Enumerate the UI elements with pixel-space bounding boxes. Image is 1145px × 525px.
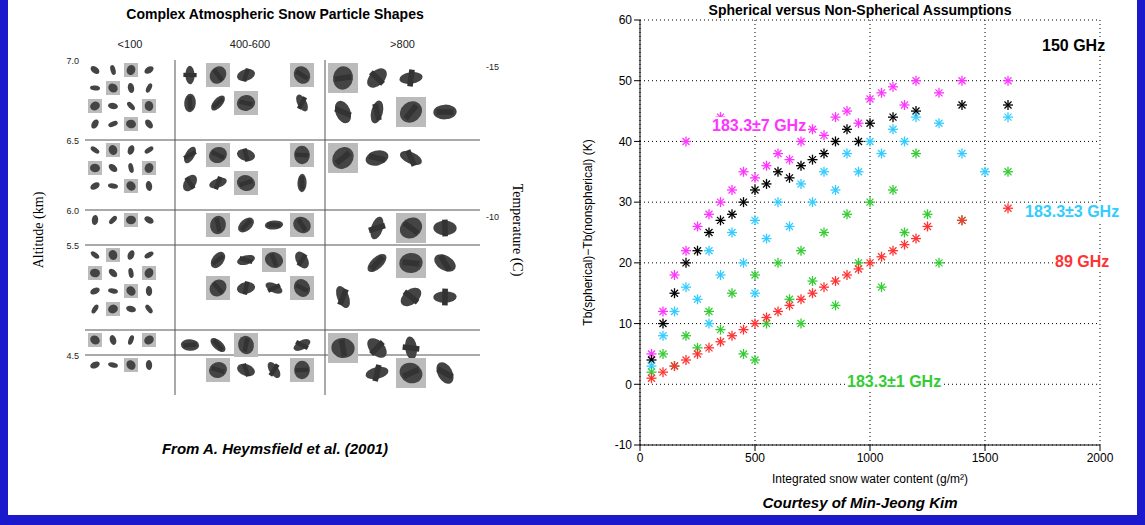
svg-text:-10: -10	[615, 438, 633, 452]
svg-text:500: 500	[745, 451, 765, 465]
svg-text:6.5: 6.5	[66, 136, 79, 146]
svg-text:<100: <100	[118, 38, 143, 50]
svg-text:-15: -15	[486, 62, 499, 72]
html-text:89 GHz: 89 GHz	[1055, 253, 1110, 270]
svg-text:7.0: 7.0	[66, 56, 79, 66]
svg-text:-10: -10	[486, 212, 499, 222]
svg-text:1000: 1000	[857, 451, 884, 465]
html-text:183.3±7 GHz: 183.3±7 GHz	[712, 117, 807, 134]
html-text:183.3±3 GHz: 183.3±3 GHz	[1025, 203, 1120, 220]
svg-text:2000: 2000	[1087, 451, 1114, 465]
svg-text:Integrated snow water content: Integrated snow water content (g/m²)	[772, 472, 968, 486]
svg-text:400-600: 400-600	[230, 38, 270, 50]
svg-text:5.5: 5.5	[66, 241, 79, 251]
html-text:From A. Heymsfield et al. (200: From A. Heymsfield et al. (2001)	[161, 440, 389, 457]
svg-text:10: 10	[619, 317, 633, 331]
html-text:Spherical versus Non-Spherical: Spherical versus Non-Spherical Assumptio…	[708, 2, 1012, 18]
svg-text:Tb(spherical)−Tb(nonspherical): Tb(spherical)−Tb(nonspherical) (K)	[581, 139, 595, 325]
svg-text:0: 0	[637, 451, 644, 465]
svg-text:40: 40	[619, 135, 633, 149]
html-text:Complex Atmospheric Snow Parti: Complex Atmospheric Snow Particle Shapes	[126, 6, 424, 22]
svg-text:0: 0	[625, 378, 632, 392]
svg-text:20: 20	[619, 256, 633, 270]
svg-text:1500: 1500	[972, 451, 999, 465]
html-text:Courtesy of Min-Jeong Kim: Courtesy of Min-Jeong Kim	[762, 494, 958, 511]
svg-text:4.5: 4.5	[66, 351, 79, 361]
svg-text:30: 30	[619, 195, 633, 209]
svg-text:>800: >800	[390, 38, 415, 50]
svg-text:50: 50	[619, 74, 633, 88]
svg-text:Temperature (C): Temperature (C)	[509, 184, 525, 277]
svg-text:Altitude (km): Altitude (km)	[31, 191, 47, 268]
html-text:150 GHz: 150 GHz	[1042, 37, 1106, 54]
svg-text:60: 60	[619, 13, 633, 27]
html-text:183.3±1 GHz: 183.3±1 GHz	[847, 373, 942, 390]
svg-text:6.0: 6.0	[66, 206, 79, 216]
